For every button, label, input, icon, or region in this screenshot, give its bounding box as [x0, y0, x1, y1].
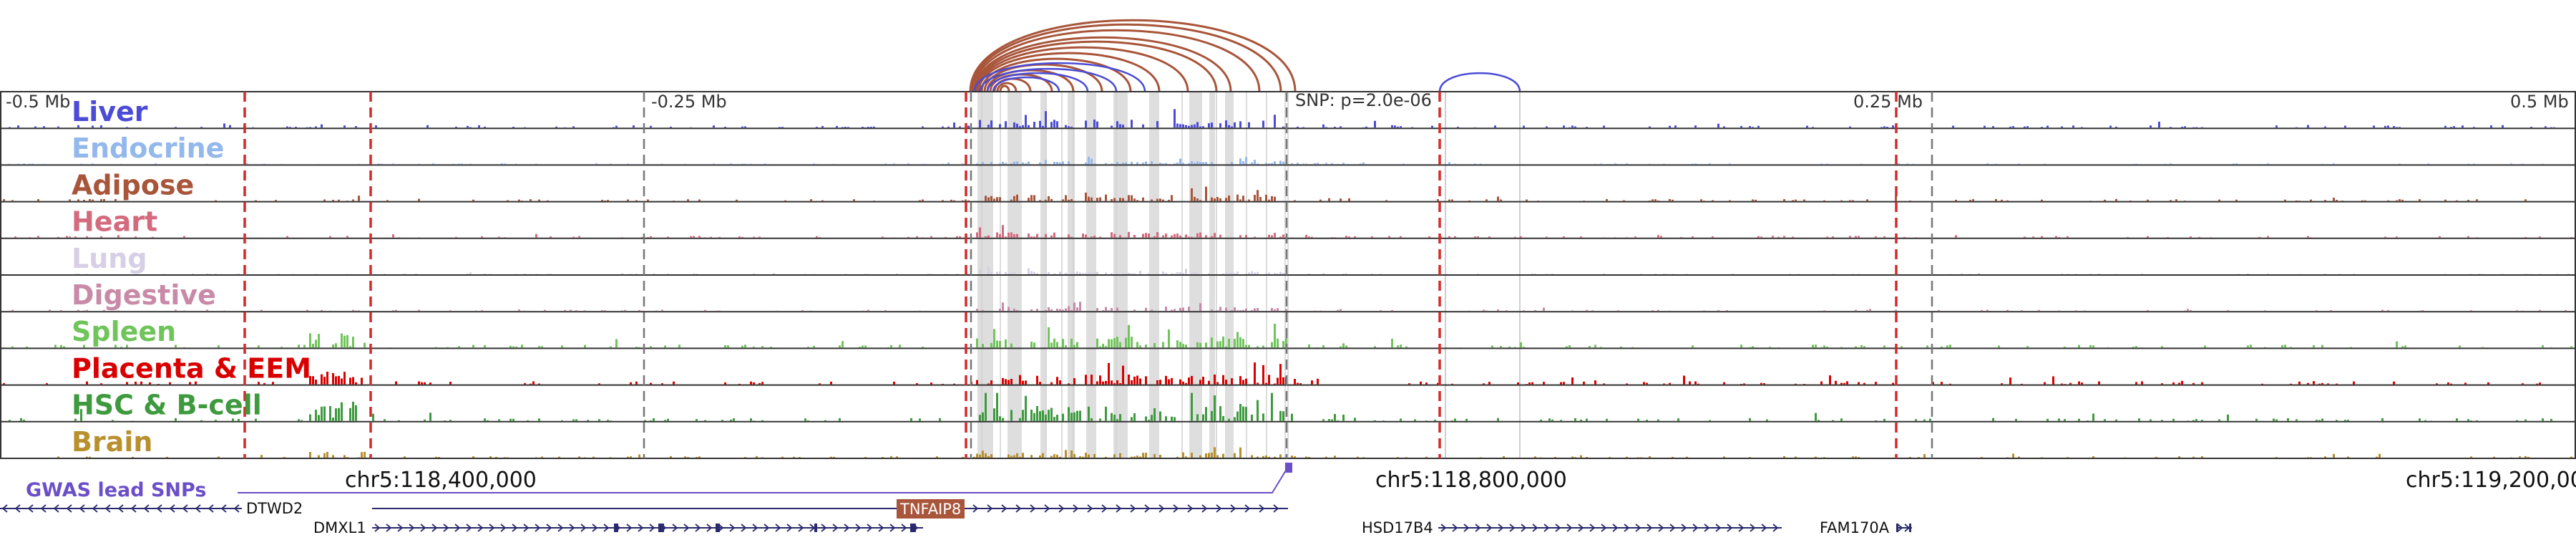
loop-arc — [999, 85, 1010, 92]
loop-arc — [996, 82, 1018, 92]
gene-annotations: DTWD2 DMXL1 TNFAIP8 HSD17B4 FAM170A — [0, 499, 1912, 536]
track-label: Liver — [72, 96, 148, 127]
signal-bars — [9, 157, 2544, 165]
strand-chevrons — [1, 504, 240, 513]
signal-tracks — [0, 91, 2576, 459]
exon — [1896, 524, 1898, 532]
chromatin-loop-arcs — [969, 19, 1521, 92]
strand-chevrons — [374, 524, 919, 532]
signal-bars — [3, 362, 2541, 385]
track-label: Lung — [72, 243, 147, 274]
loop-arc — [986, 72, 1089, 92]
track-signal — [3, 186, 2527, 201]
coordinate-right: chr5:119,200,000 — [2406, 468, 2576, 493]
exon — [1909, 524, 1911, 532]
track-signal — [9, 157, 2544, 165]
track-labels: Liver Endocrine Adipose Heart Lung Digestive S… — [72, 96, 311, 458]
loop-arc — [977, 52, 1161, 92]
coordinate-mid: chr5:118,800,000 — [1375, 468, 1567, 493]
track-label: HSC & B-cell — [72, 390, 262, 421]
coordinate-left: chr5:118,400,000 — [345, 468, 537, 493]
exon — [910, 524, 916, 532]
loop-arc — [969, 19, 1297, 92]
signal-bars — [57, 447, 2572, 458]
gene-highlight-box — [897, 499, 965, 519]
track-signal — [9, 392, 2552, 421]
loop-arc — [1438, 72, 1521, 92]
gwas-snp-marker — [1285, 463, 1292, 473]
exon — [716, 524, 720, 532]
exon — [814, 524, 817, 532]
track-label: Adipose — [72, 169, 194, 201]
loop-arc — [992, 76, 1060, 92]
track-label: Placenta & EEM — [72, 352, 311, 384]
track-label: Brain — [72, 426, 152, 458]
exon — [658, 524, 664, 532]
signal-bars — [9, 109, 2555, 128]
ruler-mid-right-label: 0.25 Mb — [1853, 92, 1923, 112]
loop-arc — [972, 29, 1261, 92]
track-label: Spleen — [72, 316, 176, 347]
track-label: Endocrine — [72, 132, 224, 164]
guide-lines — [243, 92, 1933, 458]
track-label: Digestive — [72, 279, 216, 311]
loop-arc — [979, 67, 1118, 92]
coordinate-axis: chr5:118,400,000 chr5:118,800,000 chr5:1… — [345, 468, 2576, 493]
signal-bars — [14, 225, 2572, 238]
strand-chevrons — [1440, 524, 1779, 532]
loop-arc — [970, 23, 1282, 92]
gene-label-dmxl1: DMXL1 — [313, 519, 366, 536]
track-signal — [3, 362, 2541, 385]
ruler-left-label: -0.5 Mb — [6, 92, 70, 112]
gene-label-dtwd2: DTWD2 — [246, 500, 303, 517]
loop-arc — [973, 62, 1146, 92]
loop-arc — [973, 36, 1232, 92]
gene-label-fam170a: FAM170A — [1820, 519, 1890, 536]
exon — [614, 524, 618, 532]
signal-bars — [9, 392, 2552, 421]
loop-arc — [975, 40, 1218, 92]
track-signal — [14, 225, 2572, 238]
gene-label-hsd17b4: HSD17B4 — [1362, 519, 1433, 536]
gwas-lead-snps-label: GWAS lead SNPs — [26, 479, 206, 501]
loop-arc — [980, 57, 1132, 92]
track-signal — [9, 109, 2555, 128]
ruler: -0.5 Mb -0.25 Mb SNP: p=2.0e-06 0.25 Mb … — [6, 90, 2569, 112]
signal-bars — [3, 186, 2527, 201]
gwas-row: GWAS lead SNPs — [26, 463, 1292, 501]
loop-arc — [976, 46, 1189, 92]
ruler-right-label: 0.5 Mb — [2510, 92, 2569, 112]
ruler-mid-left-label: -0.25 Mb — [651, 92, 727, 112]
gwas-connector-line — [238, 466, 1289, 493]
gene-label-tnfaip8: TNFAIP8 — [899, 501, 961, 518]
tracks-frame — [0, 91, 2576, 459]
snp-pvalue-label: SNP: p=2.0e-06 — [1295, 90, 1432, 110]
track-label: Heart — [72, 206, 157, 238]
track-signal — [57, 447, 2572, 458]
